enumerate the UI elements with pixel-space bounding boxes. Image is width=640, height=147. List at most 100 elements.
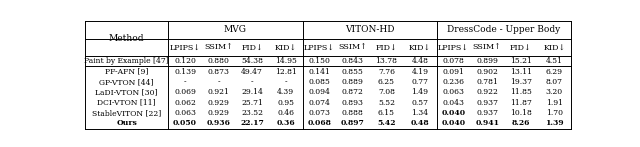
Text: 0.899: 0.899 bbox=[476, 57, 498, 65]
Text: 0.040: 0.040 bbox=[442, 109, 466, 117]
Text: 1.34: 1.34 bbox=[412, 109, 429, 117]
Text: -: - bbox=[251, 78, 253, 86]
Text: 0.843: 0.843 bbox=[342, 57, 364, 65]
Text: 0.57: 0.57 bbox=[412, 99, 429, 107]
Text: 0.078: 0.078 bbox=[443, 57, 465, 65]
Text: 6.29: 6.29 bbox=[546, 68, 563, 76]
Text: 0.062: 0.062 bbox=[174, 99, 196, 107]
Text: FID↓: FID↓ bbox=[510, 43, 532, 51]
Text: 0.781: 0.781 bbox=[476, 78, 498, 86]
Text: StableVITON [22]: StableVITON [22] bbox=[92, 109, 161, 117]
Text: 0.937: 0.937 bbox=[476, 109, 498, 117]
Text: 0.236: 0.236 bbox=[443, 78, 465, 86]
Text: 0.139: 0.139 bbox=[174, 68, 196, 76]
Text: MVG: MVG bbox=[224, 25, 247, 34]
Text: 0.929: 0.929 bbox=[208, 109, 230, 117]
Text: 0.063: 0.063 bbox=[174, 109, 196, 117]
Text: 1.91: 1.91 bbox=[546, 99, 563, 107]
Text: KID↓: KID↓ bbox=[409, 43, 431, 51]
Text: 1.39: 1.39 bbox=[545, 119, 564, 127]
Text: 0.068: 0.068 bbox=[307, 119, 332, 127]
Text: 0.074: 0.074 bbox=[308, 99, 330, 107]
Text: 0.873: 0.873 bbox=[207, 68, 230, 76]
Text: LPIPS↓: LPIPS↓ bbox=[304, 43, 335, 51]
Text: 0.120: 0.120 bbox=[174, 57, 196, 65]
Text: 5.52: 5.52 bbox=[378, 99, 395, 107]
Text: Ours: Ours bbox=[116, 119, 137, 127]
Text: 13.11: 13.11 bbox=[509, 68, 532, 76]
Text: 0.141: 0.141 bbox=[308, 68, 330, 76]
Text: 0.880: 0.880 bbox=[208, 57, 230, 65]
Text: DCI-VTON [11]: DCI-VTON [11] bbox=[97, 99, 156, 107]
Text: FID↓: FID↓ bbox=[241, 43, 263, 51]
Text: PF-AFN [9]: PF-AFN [9] bbox=[105, 68, 148, 76]
Text: 15.21: 15.21 bbox=[509, 57, 532, 65]
Text: 0.855: 0.855 bbox=[342, 68, 364, 76]
Text: 14.95: 14.95 bbox=[275, 57, 297, 65]
Text: -: - bbox=[184, 78, 186, 86]
Text: 0.073: 0.073 bbox=[308, 109, 330, 117]
Text: 11.87: 11.87 bbox=[509, 99, 532, 107]
Text: 3.20: 3.20 bbox=[546, 88, 563, 96]
Text: 0.902: 0.902 bbox=[476, 68, 498, 76]
Text: 10.18: 10.18 bbox=[509, 109, 532, 117]
Text: 0.922: 0.922 bbox=[476, 88, 498, 96]
Text: 1.49: 1.49 bbox=[412, 88, 429, 96]
Text: 5.42: 5.42 bbox=[377, 119, 396, 127]
Text: 0.889: 0.889 bbox=[342, 78, 364, 86]
Text: -: - bbox=[284, 78, 287, 86]
Text: 22.17: 22.17 bbox=[240, 119, 264, 127]
Text: 25.71: 25.71 bbox=[241, 99, 263, 107]
Text: 0.893: 0.893 bbox=[342, 99, 364, 107]
Text: 0.929: 0.929 bbox=[208, 99, 230, 107]
Text: SSIM↑: SSIM↑ bbox=[339, 43, 367, 51]
Text: 23.52: 23.52 bbox=[241, 109, 263, 117]
Text: 13.78: 13.78 bbox=[376, 57, 397, 65]
Text: 8.26: 8.26 bbox=[511, 119, 530, 127]
Text: 49.47: 49.47 bbox=[241, 68, 263, 76]
Text: 0.069: 0.069 bbox=[174, 88, 196, 96]
Text: 0.46: 0.46 bbox=[277, 109, 294, 117]
Text: LaDI-VTON [30]: LaDI-VTON [30] bbox=[95, 88, 158, 96]
Text: 1.70: 1.70 bbox=[546, 109, 563, 117]
Text: KID↓: KID↓ bbox=[543, 43, 565, 51]
Text: 19.37: 19.37 bbox=[509, 78, 532, 86]
Text: 0.094: 0.094 bbox=[308, 88, 330, 96]
Text: 0.941: 0.941 bbox=[475, 119, 499, 127]
Text: 6.15: 6.15 bbox=[378, 109, 395, 117]
Text: 0.36: 0.36 bbox=[276, 119, 295, 127]
Text: 0.95: 0.95 bbox=[277, 99, 294, 107]
Text: 0.040: 0.040 bbox=[442, 119, 466, 127]
Text: 6.25: 6.25 bbox=[378, 78, 395, 86]
Text: 0.085: 0.085 bbox=[308, 78, 330, 86]
Text: SSIM↑: SSIM↑ bbox=[204, 43, 233, 51]
Text: 11.85: 11.85 bbox=[509, 88, 532, 96]
Text: 0.936: 0.936 bbox=[207, 119, 230, 127]
Text: FID↓: FID↓ bbox=[376, 43, 397, 51]
Text: 0.921: 0.921 bbox=[208, 88, 230, 96]
Text: Paint by Example [47]: Paint by Example [47] bbox=[84, 57, 169, 65]
Text: 54.38: 54.38 bbox=[241, 57, 263, 65]
Text: 0.872: 0.872 bbox=[342, 88, 364, 96]
Text: 4.48: 4.48 bbox=[412, 57, 429, 65]
Text: GP-VTON [44]: GP-VTON [44] bbox=[99, 78, 154, 86]
Text: KID↓: KID↓ bbox=[275, 43, 297, 51]
Text: DressCode - Upper Body: DressCode - Upper Body bbox=[447, 25, 561, 34]
Text: 0.897: 0.897 bbox=[341, 119, 365, 127]
Text: 0.091: 0.091 bbox=[443, 68, 465, 76]
Text: 0.043: 0.043 bbox=[443, 99, 465, 107]
Text: Method: Method bbox=[109, 34, 145, 43]
Text: 4.39: 4.39 bbox=[277, 88, 294, 96]
Text: 4.51: 4.51 bbox=[546, 57, 563, 65]
Text: 0.48: 0.48 bbox=[411, 119, 429, 127]
Text: 4.19: 4.19 bbox=[412, 68, 429, 76]
Text: SSIM↑: SSIM↑ bbox=[473, 43, 502, 51]
Text: 0.150: 0.150 bbox=[308, 57, 330, 65]
Text: 8.07: 8.07 bbox=[546, 78, 563, 86]
Text: 7.08: 7.08 bbox=[378, 88, 395, 96]
Text: 0.888: 0.888 bbox=[342, 109, 364, 117]
Text: 0.063: 0.063 bbox=[443, 88, 465, 96]
Text: 0.050: 0.050 bbox=[173, 119, 197, 127]
Text: 0.937: 0.937 bbox=[476, 99, 498, 107]
Text: VITON-HD: VITON-HD bbox=[345, 25, 394, 34]
